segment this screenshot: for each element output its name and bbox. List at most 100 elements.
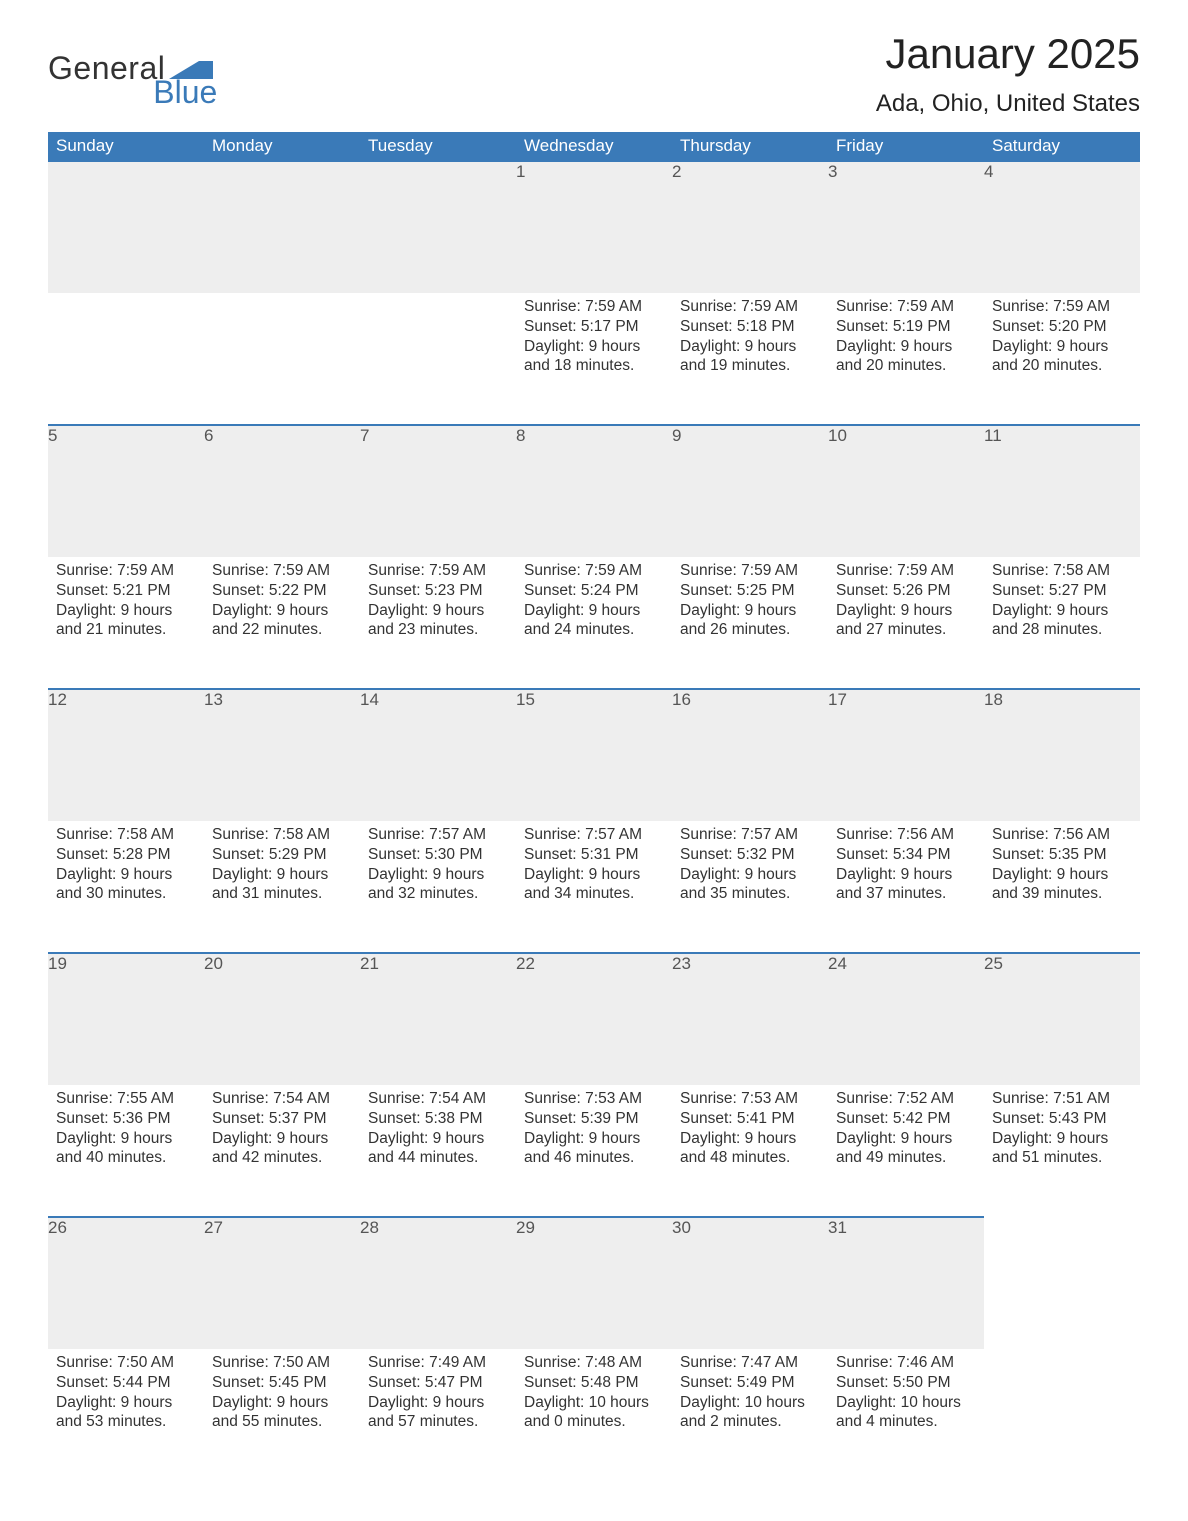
day-data: Sunrise: 7:46 AMSunset: 5:50 PMDaylight:…: [828, 1349, 984, 1432]
day-number: 18: [984, 689, 1140, 821]
week-row: Sunrise: 7:55 AMSunset: 5:36 PMDaylight:…: [48, 1085, 1140, 1217]
day-cell: Sunrise: 7:47 AMSunset: 5:49 PMDaylight:…: [672, 1349, 828, 1481]
empty-daynum: [984, 1217, 1140, 1349]
day-cell: Sunrise: 7:59 AMSunset: 5:25 PMDaylight:…: [672, 557, 828, 689]
daylight-line: Daylight: 9 hours and 21 minutes.: [56, 601, 196, 641]
sunset-line: Sunset: 5:24 PM: [524, 581, 664, 601]
day-cell: Sunrise: 7:46 AMSunset: 5:50 PMDaylight:…: [828, 1349, 984, 1481]
day-cell: Sunrise: 7:59 AMSunset: 5:21 PMDaylight:…: [48, 557, 204, 689]
day-data: Sunrise: 7:57 AMSunset: 5:30 PMDaylight:…: [360, 821, 516, 904]
day-data: Sunrise: 7:58 AMSunset: 5:29 PMDaylight:…: [204, 821, 360, 904]
daylight-line: Daylight: 9 hours and 57 minutes.: [368, 1393, 508, 1433]
day-number: 7: [360, 425, 516, 557]
sunset-line: Sunset: 5:22 PM: [212, 581, 352, 601]
day-data: Sunrise: 7:58 AMSunset: 5:27 PMDaylight:…: [984, 557, 1140, 640]
day-cell: Sunrise: 7:59 AMSunset: 5:18 PMDaylight:…: [672, 293, 828, 425]
weekday-header: Monday: [204, 132, 360, 161]
sunset-line: Sunset: 5:41 PM: [680, 1109, 820, 1129]
daylight-line: Daylight: 10 hours and 2 minutes.: [680, 1393, 820, 1433]
day-number: 26: [48, 1217, 204, 1349]
day-data: Sunrise: 7:53 AMSunset: 5:41 PMDaylight:…: [672, 1085, 828, 1168]
day-cell: Sunrise: 7:59 AMSunset: 5:24 PMDaylight:…: [516, 557, 672, 689]
day-number: 8: [516, 425, 672, 557]
day-cell: Sunrise: 7:53 AMSunset: 5:39 PMDaylight:…: [516, 1085, 672, 1217]
day-number: 28: [360, 1217, 516, 1349]
daylight-line: Daylight: 9 hours and 19 minutes.: [680, 337, 820, 377]
empty-cell: [204, 293, 360, 425]
sunrise-line: Sunrise: 7:57 AM: [524, 825, 664, 845]
empty-cell: [360, 293, 516, 425]
day-data: Sunrise: 7:56 AMSunset: 5:35 PMDaylight:…: [984, 821, 1140, 904]
day-cell: Sunrise: 7:56 AMSunset: 5:35 PMDaylight:…: [984, 821, 1140, 953]
day-number: 29: [516, 1217, 672, 1349]
sunrise-line: Sunrise: 7:53 AM: [524, 1089, 664, 1109]
sunrise-line: Sunrise: 7:50 AM: [56, 1353, 196, 1373]
day-data: Sunrise: 7:57 AMSunset: 5:32 PMDaylight:…: [672, 821, 828, 904]
sunset-line: Sunset: 5:20 PM: [992, 317, 1132, 337]
sunrise-line: Sunrise: 7:59 AM: [212, 561, 352, 581]
sunset-line: Sunset: 5:44 PM: [56, 1373, 196, 1393]
sunrise-line: Sunrise: 7:58 AM: [992, 561, 1132, 581]
day-cell: Sunrise: 7:53 AMSunset: 5:41 PMDaylight:…: [672, 1085, 828, 1217]
week-row: Sunrise: 7:59 AMSunset: 5:17 PMDaylight:…: [48, 293, 1140, 425]
sunrise-line: Sunrise: 7:55 AM: [56, 1089, 196, 1109]
day-cell: Sunrise: 7:56 AMSunset: 5:34 PMDaylight:…: [828, 821, 984, 953]
day-number: 19: [48, 953, 204, 1085]
day-data: Sunrise: 7:51 AMSunset: 5:43 PMDaylight:…: [984, 1085, 1140, 1168]
location: Ada, Ohio, United States: [876, 90, 1140, 118]
week-row: Sunrise: 7:50 AMSunset: 5:44 PM Daylight:…: [48, 1349, 1140, 1481]
sunset-line: Sunset: 5:43 PM: [992, 1109, 1132, 1129]
day-data: Sunrise: 7:54 AMSunset: 5:38 PMDaylight:…: [360, 1085, 516, 1168]
day-cell: Sunrise: 7:58 AMSunset: 5:28 PMDaylight:…: [48, 821, 204, 953]
weekday-header-row: SundayMondayTuesdayWednesdayThursdayFrid…: [48, 132, 1140, 161]
day-number: 10: [828, 425, 984, 557]
day-number: 6: [204, 425, 360, 557]
day-data: Sunrise: 7:59 AMSunset: 5:19 PMDaylight:…: [828, 293, 984, 376]
day-number: 31: [828, 1217, 984, 1349]
day-cell: Sunrise: 7:59 AMSunset: 5:22 PMDaylight:…: [204, 557, 360, 689]
empty-daynum: [48, 161, 204, 293]
logo-word-general: General: [48, 52, 165, 84]
day-data: Sunrise: 7:59 AMSunset: 5:18 PMDaylight:…: [672, 293, 828, 376]
day-data: Sunrise: 7:59 AMSunset: 5:17 PMDaylight:…: [516, 293, 672, 376]
sunset-line: Sunset: 5:26 PM: [836, 581, 976, 601]
sunset-line: Sunset: 5:18 PM: [680, 317, 820, 337]
day-data: Sunrise: 7:59 AMSunset: 5:25 PMDaylight:…: [672, 557, 828, 640]
day-cell: Sunrise: 7:51 AMSunset: 5:43 PMDaylight:…: [984, 1085, 1140, 1217]
day-cell: Sunrise: 7:54 AMSunset: 5:38 PMDaylight:…: [360, 1085, 516, 1217]
weekday-header: Sunday: [48, 132, 204, 161]
sunset-line: Sunset: 5:35 PM: [992, 845, 1132, 865]
sunset-line: Sunset: 5:45 PM: [212, 1373, 352, 1393]
day-cell: Sunrise: 7:57 AMSunset: 5:30 PMDaylight:…: [360, 821, 516, 953]
daynum-row: 1234: [48, 161, 1140, 293]
daylight-line: Daylight: 9 hours and 55 minutes.: [212, 1393, 352, 1433]
weekday-header: Thursday: [672, 132, 828, 161]
day-cell: Sunrise: 7:59 AMSunset: 5:23 PMDaylight:…: [360, 557, 516, 689]
daylight-line: Daylight: 9 hours and 42 minutes.: [212, 1129, 352, 1169]
day-data: Sunrise: 7:55 AMSunset: 5:36 PMDaylight:…: [48, 1085, 204, 1168]
daylight-line: Daylight: 9 hours and 22 minutes.: [212, 601, 352, 641]
daylight-line: Daylight: 9 hours and 28 minutes.: [992, 601, 1132, 641]
sunrise-line: Sunrise: 7:59 AM: [680, 561, 820, 581]
day-number: 14: [360, 689, 516, 821]
day-number: 21: [360, 953, 516, 1085]
daylight-line: Daylight: 9 hours and 26 minutes.: [680, 601, 820, 641]
sunset-line: Sunset: 5:17 PM: [524, 317, 664, 337]
header: General Blue January 2025 Ada, Ohio, Uni…: [48, 30, 1140, 118]
weekday-header: Tuesday: [360, 132, 516, 161]
day-number: 30: [672, 1217, 828, 1349]
daylight-line: Daylight: 9 hours and 20 minutes.: [836, 337, 976, 377]
sunset-line: Sunset: 5:30 PM: [368, 845, 508, 865]
day-cell: Sunrise: 7:57 AMSunset: 5:32 PMDaylight:…: [672, 821, 828, 953]
day-data: Sunrise: 7:59 AMSunset: 5:22 PMDaylight:…: [204, 557, 360, 640]
sunset-line: Sunset: 5:27 PM: [992, 581, 1132, 601]
calendar-table: SundayMondayTuesdayWednesdayThursdayFrid…: [48, 132, 1140, 1481]
sunset-line: Sunset: 5:39 PM: [524, 1109, 664, 1129]
sunset-line: Sunset: 5:29 PM: [212, 845, 352, 865]
day-cell: Sunrise: 7:50 AMSunset: 5:45 PMDaylight:…: [204, 1349, 360, 1481]
daynum-row: 262728293031: [48, 1217, 1140, 1349]
day-cell: Sunrise: 7:58 AMSunset: 5:29 PMDaylight:…: [204, 821, 360, 953]
sunrise-line: Sunrise: 7:51 AM: [992, 1089, 1132, 1109]
day-data: Sunrise: 7:49 AMSunset: 5:47 PMDaylight:…: [360, 1349, 516, 1432]
day-number: 12: [48, 689, 204, 821]
